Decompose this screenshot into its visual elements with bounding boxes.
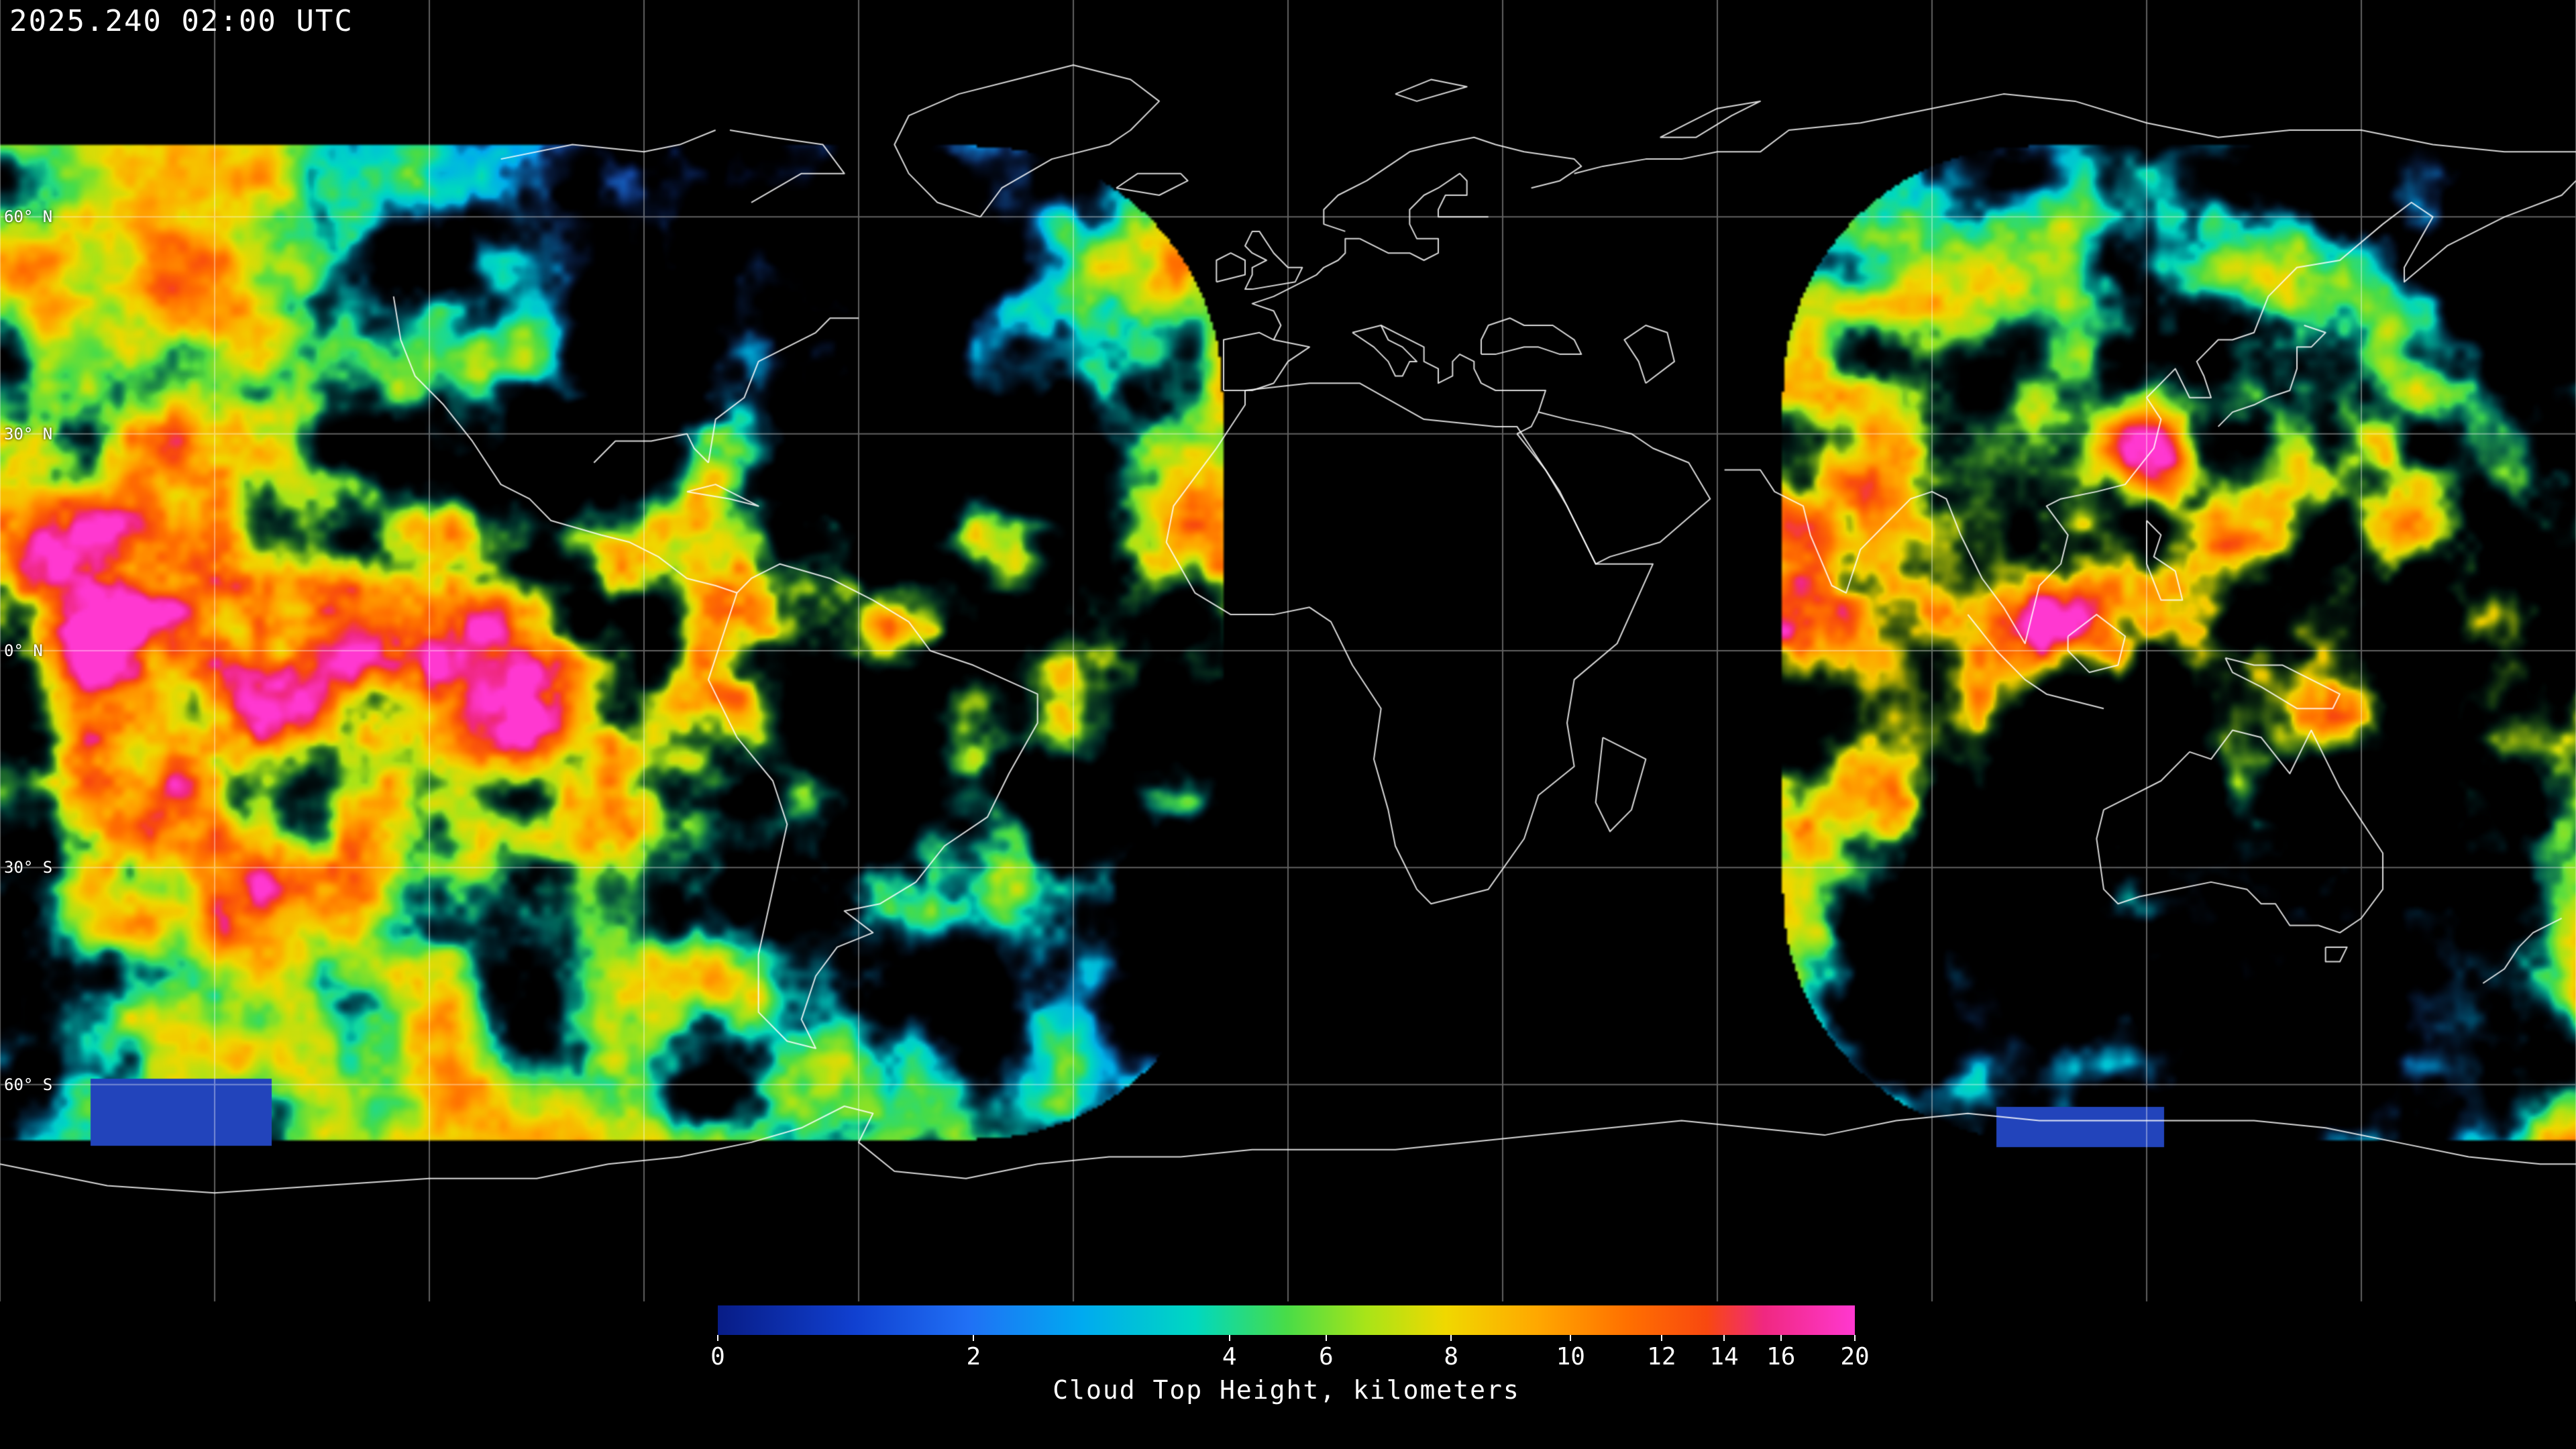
colorbar-tickmark <box>1660 1335 1662 1341</box>
colorbar-tick-label: 14 <box>1709 1343 1739 1371</box>
colorbar-tick-label: 0 <box>710 1343 725 1371</box>
colorbar-tick-label: 12 <box>1647 1343 1676 1371</box>
colorbar-tickmark <box>1570 1335 1572 1341</box>
colorbar-gradient <box>718 1305 1855 1335</box>
latitude-label: 60° S <box>4 1075 53 1094</box>
colorbar-tick-label: 16 <box>1766 1343 1796 1371</box>
colorbar-tickmark <box>1228 1335 1230 1341</box>
colorbar-tickmark <box>717 1335 718 1341</box>
colorbar-tickmark <box>1854 1335 1856 1341</box>
colorbar: 0 2 4 6 8 10 12 14 16 20 Cloud Top Height, kilome… <box>710 1305 1870 1413</box>
colorbar-tick-label: 6 <box>1318 1343 1334 1371</box>
latitude-label: 30° S <box>4 858 53 877</box>
colorbar-tickmark <box>973 1335 975 1341</box>
colorbar-tick-label: 4 <box>1222 1343 1237 1371</box>
latitude-label: 60° N <box>4 207 53 227</box>
colorbar-tick-label: 8 <box>1444 1343 1459 1371</box>
colorbar-tick-label: 2 <box>966 1343 981 1371</box>
timestamp: 2025.240 02:00 UTC <box>9 4 354 38</box>
colorbar-tick-label: 20 <box>1840 1343 1870 1371</box>
colorbar-tickmark <box>1780 1335 1782 1341</box>
colorbar-tickmark <box>1723 1335 1725 1341</box>
colorbar-tickmark <box>1450 1335 1452 1341</box>
colorbar-caption: Cloud Top Height, kilometers <box>1053 1375 1520 1405</box>
colorbar-tickmark <box>1325 1335 1327 1341</box>
latitude-label: 30° N <box>4 424 53 443</box>
colorbar-tick-label: 10 <box>1556 1343 1585 1371</box>
latitude-label: 0° N <box>4 641 43 660</box>
